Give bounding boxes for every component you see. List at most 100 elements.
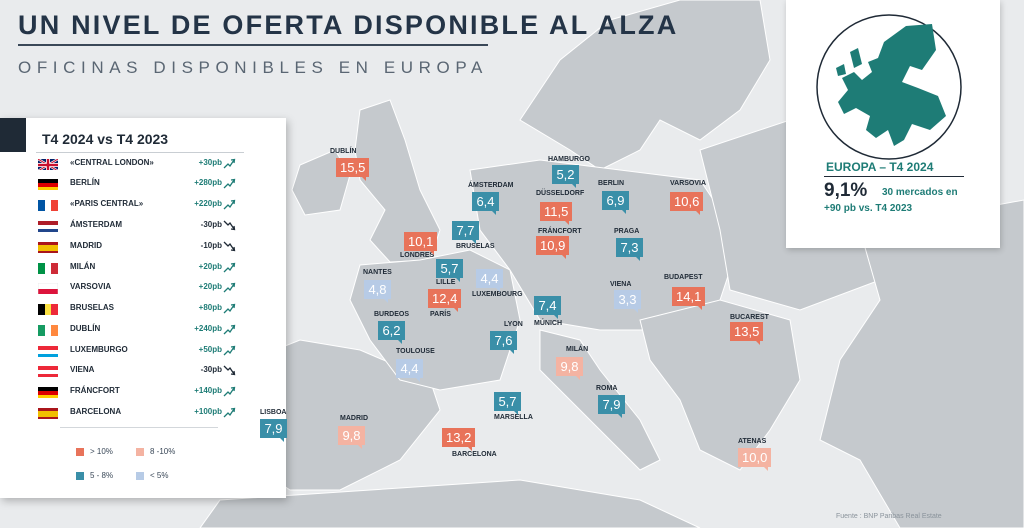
row-change-value: +30pb	[198, 158, 222, 167]
change-row: VARSOVIA +20pb	[38, 280, 238, 296]
city-label: PRAGA	[614, 228, 640, 235]
city-vacancy-marker: 7,9	[598, 395, 625, 418]
panel-heading: T4 2024 vs T4 2023	[42, 131, 169, 147]
row-city-name: MILÁN	[70, 262, 96, 271]
change-row: BRUSELAS +80pb	[38, 301, 238, 317]
change-row: BERLÍN +280pb	[38, 176, 238, 192]
page-subtitle: OFICINAS DISPONIBLES EN EUROPA	[18, 58, 488, 77]
city-vacancy-marker: 15,5	[336, 158, 370, 181]
key-label: > 10%	[90, 447, 113, 456]
city-label: VARSOVIA	[670, 180, 707, 187]
city-label: BUDAPEST	[664, 274, 703, 281]
key-item-8-10: 8 -10%	[136, 446, 236, 460]
city-vacancy-marker: 13,2	[442, 428, 476, 451]
trend-up-icon	[223, 344, 236, 357]
city-vacancy-marker: 6,4	[472, 192, 499, 215]
change-row: FRÁNCFORT +140pb	[38, 384, 238, 400]
row-change-value: +20pb	[198, 262, 222, 271]
change-legend-panel: T4 2024 vs T4 2023 «CENTRAL LONDON» +30pb…	[0, 118, 286, 498]
city-vacancy-marker: 7,9	[260, 419, 287, 442]
europe-heading: EUROPA – T4 2024	[826, 160, 934, 174]
row-city-name: MADRID	[70, 241, 102, 250]
change-row: MILÁN +20pb	[38, 260, 238, 276]
trend-up-icon	[223, 281, 236, 294]
trend-down-icon	[223, 364, 236, 377]
row-city-name: ÁMSTERDAM	[70, 220, 122, 229]
poland-flag	[38, 282, 58, 294]
row-city-name: VARSOVIA	[70, 282, 112, 291]
city-label: DUBLÍN	[330, 148, 357, 155]
row-city-name: «PARIS CENTRAL»	[70, 199, 144, 208]
city-label: TOULOUSE	[396, 348, 435, 355]
trend-up-icon	[223, 177, 236, 190]
city-label: BRUSELAS	[456, 243, 495, 250]
change-row: «CENTRAL LONDON» +30pb	[38, 156, 238, 172]
spain-flag	[38, 407, 58, 419]
city-label: VIENA	[610, 281, 632, 288]
row-change-value: +80pb	[198, 303, 222, 312]
change-row: ÁMSTERDAM -30pb	[38, 218, 238, 234]
city-label: MADRID	[340, 415, 368, 422]
key-swatch	[76, 448, 84, 456]
city-vacancy-marker: 9,8	[338, 426, 365, 449]
title-divider	[18, 44, 488, 46]
city-label: LONDRES	[400, 252, 435, 259]
trend-up-icon	[223, 157, 236, 170]
city-label: LILLE	[436, 279, 456, 286]
city-vacancy-marker: 7,7	[452, 221, 479, 244]
netherlands-flag	[38, 220, 58, 232]
ireland-flag	[38, 324, 58, 336]
city-vacancy-marker: 11,5	[540, 202, 573, 225]
trend-up-icon	[223, 406, 236, 419]
row-city-name: FRÁNCFORT	[70, 386, 120, 395]
city-label: ROMA	[596, 385, 618, 392]
france-flag	[38, 199, 58, 211]
city-label: LYON	[504, 321, 523, 328]
city-label: NANTES	[363, 269, 392, 276]
change-row: BARCELONA +100pb	[38, 405, 238, 421]
europe-rate: 9,1%	[824, 180, 868, 201]
city-vacancy-marker: 4,8	[364, 280, 391, 303]
panel-accent-tab	[0, 118, 26, 152]
source-note: Fuente : BNP Paribas Real Estate	[836, 513, 942, 520]
key-swatch	[136, 472, 144, 480]
trend-up-icon	[223, 385, 236, 398]
row-change-value: -30pb	[200, 220, 222, 229]
city-vacancy-marker: 5,2	[552, 165, 579, 188]
change-row: MADRID -10pb	[38, 239, 238, 255]
city-vacancy-marker: 6,9	[602, 191, 629, 214]
trend-down-icon	[223, 240, 236, 253]
key-item-5-8: 5 - 8%	[76, 470, 176, 484]
germany-flag	[38, 178, 58, 190]
key-label: < 5%	[150, 471, 169, 480]
city-vacancy-marker: 10,6	[670, 192, 704, 215]
row-change-value: +280pb	[194, 178, 222, 187]
key-swatch	[76, 472, 84, 480]
city-label: BUCAREST	[730, 314, 769, 321]
europe-change-text: +90 pb vs. T4 2023	[824, 203, 913, 214]
city-label: ÁMSTERDAM	[468, 182, 514, 189]
trend-down-icon	[223, 219, 236, 232]
city-vacancy-marker: 6,2	[378, 321, 405, 344]
city-label: MILÁN	[566, 346, 589, 353]
row-change-value: -10pb	[200, 241, 222, 250]
city-label: DÜSSELDORF	[536, 190, 585, 197]
city-vacancy-marker: 5,7	[494, 392, 521, 415]
row-change-value: +100pb	[194, 407, 222, 416]
row-change-value: +140pb	[194, 386, 222, 395]
page-title: UN NIVEL DE OFERTA DISPONIBLE AL ALZA	[18, 10, 679, 40]
belgium-flag	[38, 303, 58, 315]
austria-flag	[38, 365, 58, 377]
panel-heading-divider	[36, 152, 244, 153]
city-vacancy-marker: 5,7	[436, 259, 463, 282]
row-change-value: +220pb	[194, 199, 222, 208]
city-label: BERLIN	[598, 180, 625, 187]
city-vacancy-marker: 7,6	[490, 331, 517, 354]
europe-heading-divider	[824, 176, 964, 177]
city-vacancy-marker: 10,0	[738, 448, 772, 471]
city-label: LUXEMBOURG	[472, 291, 523, 298]
city-label: HAMBURGO	[548, 156, 590, 163]
row-city-name: «CENTRAL LONDON»	[70, 158, 154, 167]
trend-up-icon	[223, 198, 236, 211]
change-row: «PARIS CENTRAL» +220pb	[38, 197, 238, 213]
